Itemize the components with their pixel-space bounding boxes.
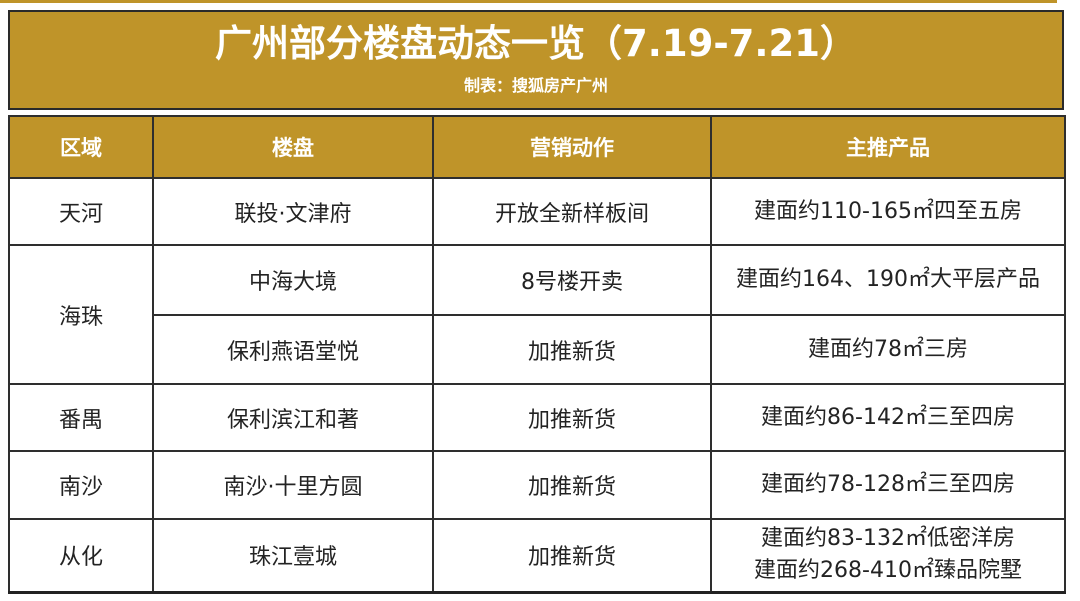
table-row: 天河 联投·文津府 开放全新样板间 建面约110-165㎡四至五房 (8, 177, 1066, 246)
project-cell: 南沙·十里方圆 (152, 450, 434, 520)
listings-table: 区域 楼盘 营销动作 主推产品 天河 联投·文津府 开放全新样板间 建面约110… (8, 115, 1066, 594)
table-row: 保利燕语堂悦 加推新货 建面约78㎡三房 (9, 314, 1066, 385)
action-cell: 加推新货 (432, 450, 712, 520)
table-row: 海珠 中海大境 8号楼开卖 建面约164、190㎡大平层产品 (8, 244, 1066, 385)
product-line: 建面约78-128㎡三至四房 (761, 472, 1015, 498)
action-cell: 开放全新样板间 (432, 177, 712, 246)
product-cell: 建面约110-165㎡四至五房 (710, 177, 1066, 246)
project-cell: 保利燕语堂悦 (152, 314, 434, 385)
column-header-project: 楼盘 (152, 115, 434, 179)
region-cell: 南沙 (8, 450, 154, 520)
product-cell: 建面约164、190㎡大平层产品 (710, 244, 1066, 316)
product-cell: 建面约78-128㎡三至四房 (710, 450, 1066, 520)
product-line: 建面约78㎡三房 (808, 336, 968, 362)
column-header-action: 营销动作 (432, 115, 712, 179)
product-cell: 建面约78㎡三房 (710, 314, 1066, 385)
table-row: 从化 珠江壹城 加推新货 建面约83-132㎡低密洋房 建面约268-410㎡臻… (8, 518, 1066, 594)
project-cell: 联投·文津府 (152, 177, 434, 246)
table-row: 南沙 南沙·十里方圆 加推新货 建面约78-128㎡三至四房 (8, 450, 1066, 520)
action-cell: 8号楼开卖 (432, 244, 712, 316)
column-header-product: 主推产品 (710, 115, 1066, 179)
action-cell: 加推新货 (432, 314, 712, 385)
region-cell: 从化 (8, 518, 154, 594)
product-cell: 建面约83-132㎡低密洋房 建面约268-410㎡臻品院墅 (710, 518, 1066, 594)
top-edge-strip (0, 0, 1057, 3)
region-cell: 番禺 (8, 383, 154, 452)
region-cell: 天河 (8, 177, 154, 246)
action-cell: 加推新货 (432, 383, 712, 452)
page-subtitle: 制表：搜狐房产广州 (463, 75, 608, 95)
project-cell: 中海大境 (152, 244, 434, 316)
table-row: 番禺 保利滨江和著 加推新货 建面约86-142㎡三至四房 (8, 383, 1066, 452)
product-line: 建面约110-165㎡四至五房 (754, 198, 1022, 224)
project-cell: 保利滨江和著 (152, 383, 434, 452)
page-title: 广州部分楼盘动态一览（7.19-7.21） (215, 22, 857, 66)
title-block: 广州部分楼盘动态一览（7.19-7.21） 制表：搜狐房产广州 (8, 10, 1064, 110)
project-cell: 珠江壹城 (152, 518, 434, 594)
table-header-row: 区域 楼盘 营销动作 主推产品 (8, 115, 1066, 179)
product-line: 建面约164、190㎡大平层产品 (736, 267, 1040, 293)
action-cell: 加推新货 (432, 518, 712, 594)
region-cell-merged: 海珠 (8, 244, 154, 385)
product-line: 建面约268-410㎡臻品院墅 (754, 558, 1022, 584)
infographic-sheet: 广州部分楼盘动态一览（7.19-7.21） 制表：搜狐房产广州 区域 楼盘 营销… (8, 10, 1066, 594)
product-cell: 建面约86-142㎡三至四房 (710, 383, 1066, 452)
column-header-region: 区域 (8, 115, 154, 179)
product-line: 建面约83-132㎡低密洋房 (761, 526, 1015, 552)
product-line: 建面约86-142㎡三至四房 (761, 404, 1015, 430)
